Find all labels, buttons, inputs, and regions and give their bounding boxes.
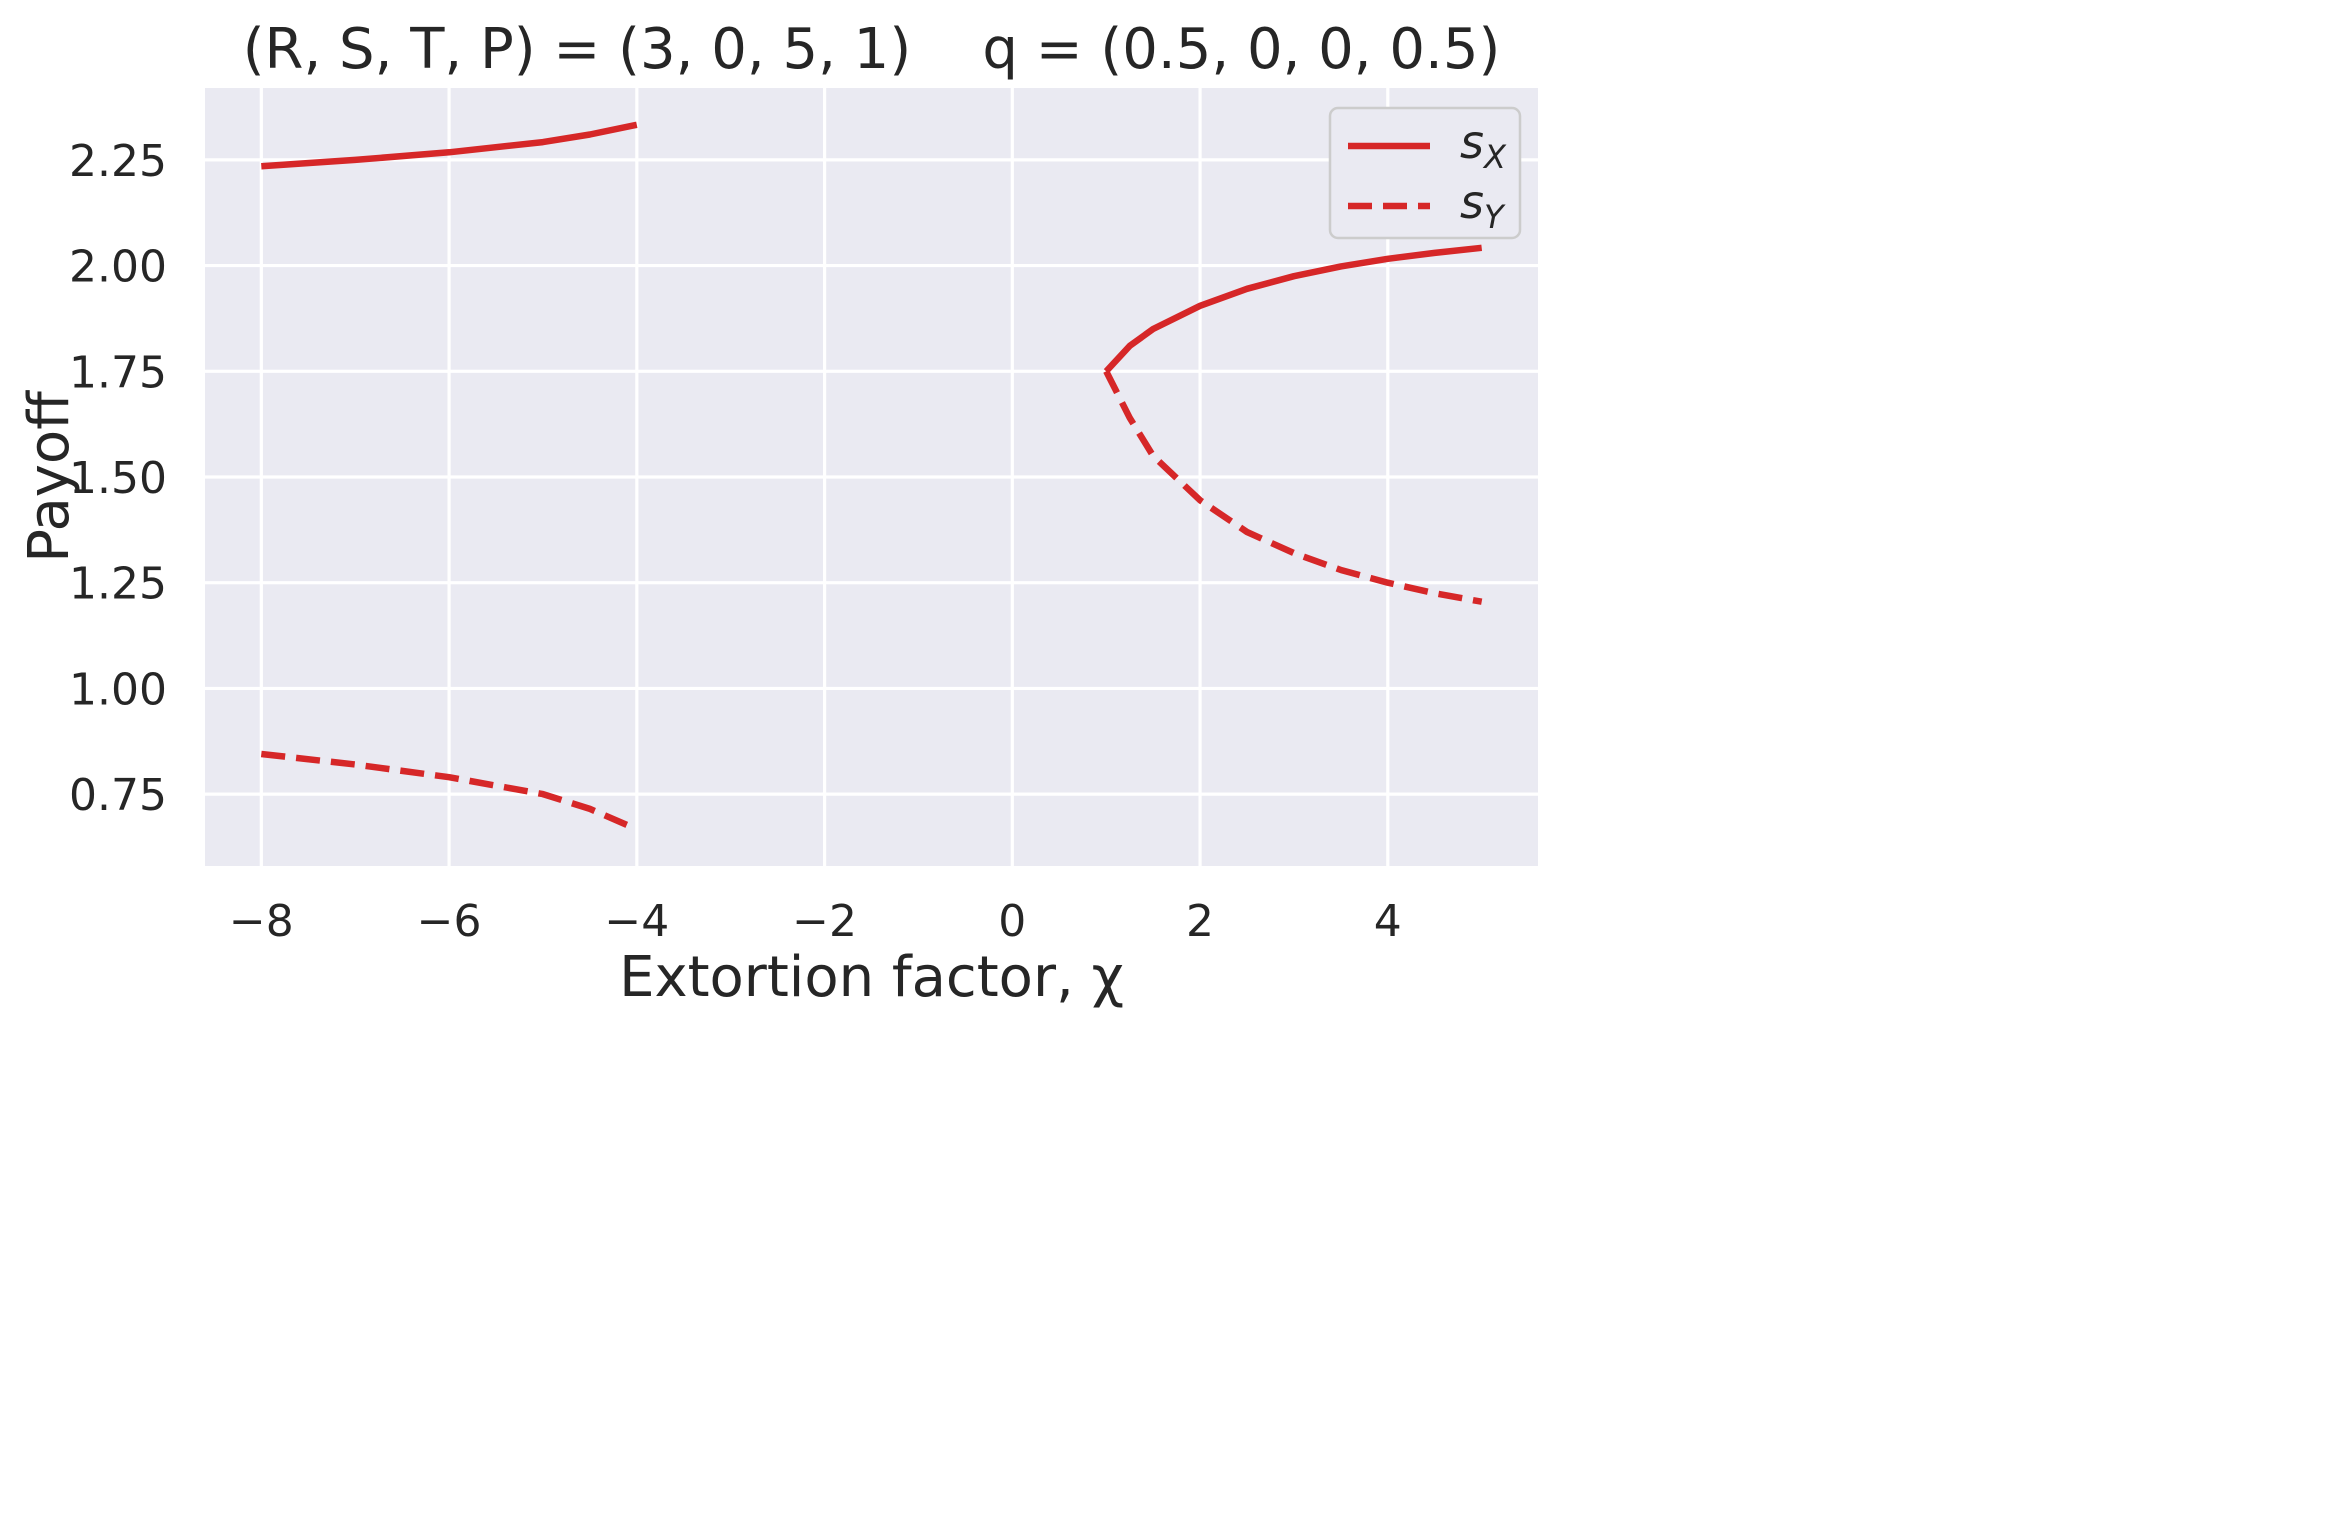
legend-label-sub: Y	[1484, 198, 1506, 236]
x-tick-label: 0	[998, 896, 1026, 947]
y-tick-label: 1.75	[69, 347, 167, 398]
series-layer	[260, 121, 1483, 833]
series-line-sY	[1103, 369, 1483, 605]
grid	[205, 88, 1538, 866]
y-tick-label: 1.50	[69, 453, 167, 504]
legend-label-main: s	[1460, 175, 1484, 229]
legend-label-sY: sY	[1460, 175, 1506, 236]
legend-label-sX: sX	[1460, 115, 1507, 176]
series-line-sX	[261, 121, 638, 170]
x-axis-ticks: −8 −6 −4 −2 0 2 4	[229, 896, 1402, 947]
chart-title: (R, S, T, P) = (3, 0, 5, 1) q = (0.5, 0,…	[243, 17, 1501, 82]
y-tick-label: 0.75	[69, 770, 167, 821]
y-tick-label: 1.25	[69, 559, 167, 610]
y-tick-label: 1.00	[69, 664, 167, 715]
x-tick-label: 4	[1374, 896, 1402, 947]
y-axis-label: Payoff	[17, 390, 82, 563]
y-axis-ticks: 0.75 1.00 1.25 1.50 1.75 2.00 2.25	[69, 136, 167, 821]
x-tick-label: −4	[604, 896, 669, 947]
x-tick-label: −2	[792, 896, 857, 947]
legend-label-main: s	[1460, 115, 1484, 169]
x-tick-label: −6	[417, 896, 482, 947]
series-line-sY	[260, 750, 639, 833]
x-tick-label: −8	[229, 896, 294, 947]
legend-label-sub: X	[1482, 138, 1507, 176]
y-tick-label: 2.25	[69, 136, 167, 187]
x-tick-label: 2	[1186, 896, 1214, 947]
y-tick-label: 2.00	[69, 242, 167, 293]
x-axis-label: Extortion factor, χ	[619, 945, 1124, 1010]
legend-box	[1328, 106, 1522, 240]
series-line-sX	[1103, 244, 1483, 374]
